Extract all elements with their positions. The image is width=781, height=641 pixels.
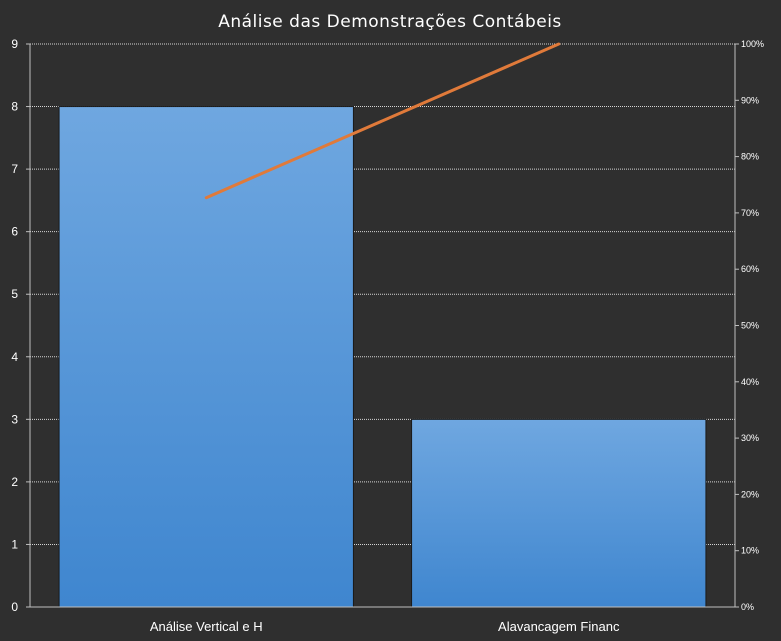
left-tick-label: 2 [11,475,18,489]
left-tick-label: 5 [11,287,18,301]
right-axis-ticks: 0% 10% 20% 30% 40% 50% 60% 70% 80% 90% 100% [735,39,764,612]
left-tick-label: 0 [11,600,18,614]
category-label: Análise Vertical e H [150,619,263,634]
category-label: Alavancagem Financ [498,619,620,634]
right-tick-label: 10% [741,546,759,556]
cumulative-line-path [204,42,561,200]
left-tick-label: 8 [11,100,18,114]
right-tick-label: 30% [741,433,759,443]
left-tick-label: 9 [11,37,18,51]
right-tick-label: 90% [741,95,759,105]
category-labels: Análise Vertical e H Alavancagem Financ [150,619,620,634]
right-tick-label: 20% [741,489,759,499]
right-tick-label: 100% [741,39,764,49]
right-tick-label: 40% [741,377,759,387]
chart-title: Análise das Demonstrações Contábeis [218,12,562,32]
bar [411,418,707,608]
cumulative-line [204,42,561,200]
left-tick-label: 6 [11,225,18,239]
left-tick-label: 4 [11,350,18,364]
right-tick-label: 80% [741,152,759,162]
right-tick-label: 60% [741,264,759,274]
right-tick-label: 50% [741,321,759,331]
left-tick-label: 1 [11,537,18,551]
left-axis-ticks: 0 1 2 3 4 5 6 7 8 9 [11,37,30,614]
bars [58,106,707,608]
right-tick-label: 70% [741,208,759,218]
right-tick-label: 0% [741,602,754,612]
left-tick-label: 7 [11,162,18,176]
gridlines [30,43,735,545]
left-tick-label: 3 [11,412,18,426]
bar [58,106,354,608]
